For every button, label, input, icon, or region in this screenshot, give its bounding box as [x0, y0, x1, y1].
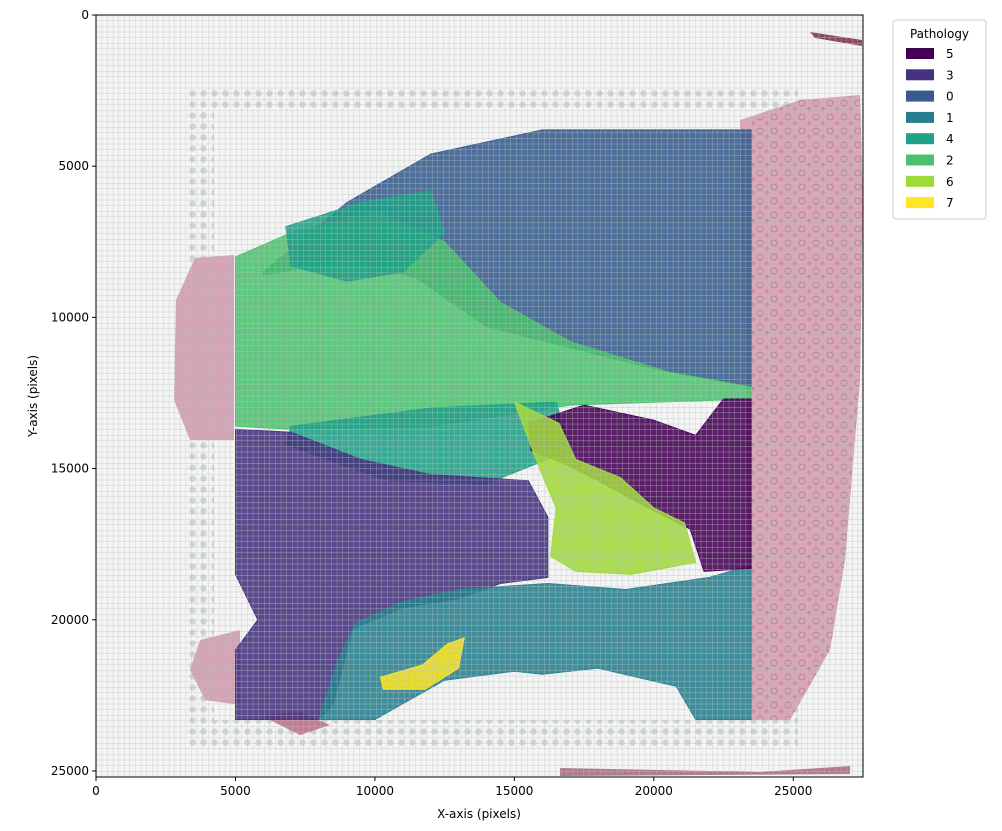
y-axis-label: Y-axis (pixels)	[26, 355, 40, 438]
legend-title: Pathology	[910, 27, 969, 41]
legend-swatch-4	[906, 133, 934, 145]
y-tick-label: 25000	[51, 764, 89, 778]
x-tick-label: 10000	[356, 784, 394, 798]
legend-swatch-1	[906, 111, 934, 123]
legend-label-4: 4	[946, 132, 954, 146]
spot-grid-overlay	[96, 15, 863, 777]
legend-swatch-5	[906, 48, 934, 59]
legend-label-2: 2	[946, 154, 954, 168]
legend-label-5: 5	[946, 47, 954, 61]
x-tick-label: 0	[92, 784, 100, 798]
x-axis-label: X-axis (pixels)	[437, 807, 521, 821]
legend-label-1: 1	[946, 111, 954, 125]
y-tick-label: 15000	[51, 462, 89, 476]
x-tick-label: 25000	[774, 784, 812, 798]
legend-swatch-2	[906, 154, 934, 166]
y-tick-label: 20000	[51, 613, 89, 627]
y-tick-label: 10000	[51, 310, 89, 324]
y-tick-label: 5000	[58, 159, 89, 173]
legend-label-7: 7	[946, 196, 954, 210]
legend: Pathology 5 3 0 1 4 2 6 7	[892, 19, 987, 220]
legend-label-3: 3	[946, 68, 954, 82]
x-axis: 0 5000 10000 15000 20000 25000	[92, 777, 812, 798]
plot-frame	[95, 14, 864, 778]
x-tick-label: 5000	[220, 784, 251, 798]
x-tick-label: 15000	[495, 784, 533, 798]
legend-label-0: 0	[946, 90, 954, 104]
legend-swatch-3	[906, 69, 934, 81]
x-tick-label: 20000	[635, 784, 673, 798]
legend-swatch-6	[906, 175, 934, 187]
legend-swatch-7	[906, 197, 934, 209]
legend-swatch-0	[906, 90, 934, 102]
plot-area	[95, 14, 864, 778]
y-tick-label: 0	[81, 8, 89, 22]
legend-label-6: 6	[946, 175, 954, 189]
y-axis: 0 5000 10000 15000 20000 25000	[51, 8, 96, 778]
